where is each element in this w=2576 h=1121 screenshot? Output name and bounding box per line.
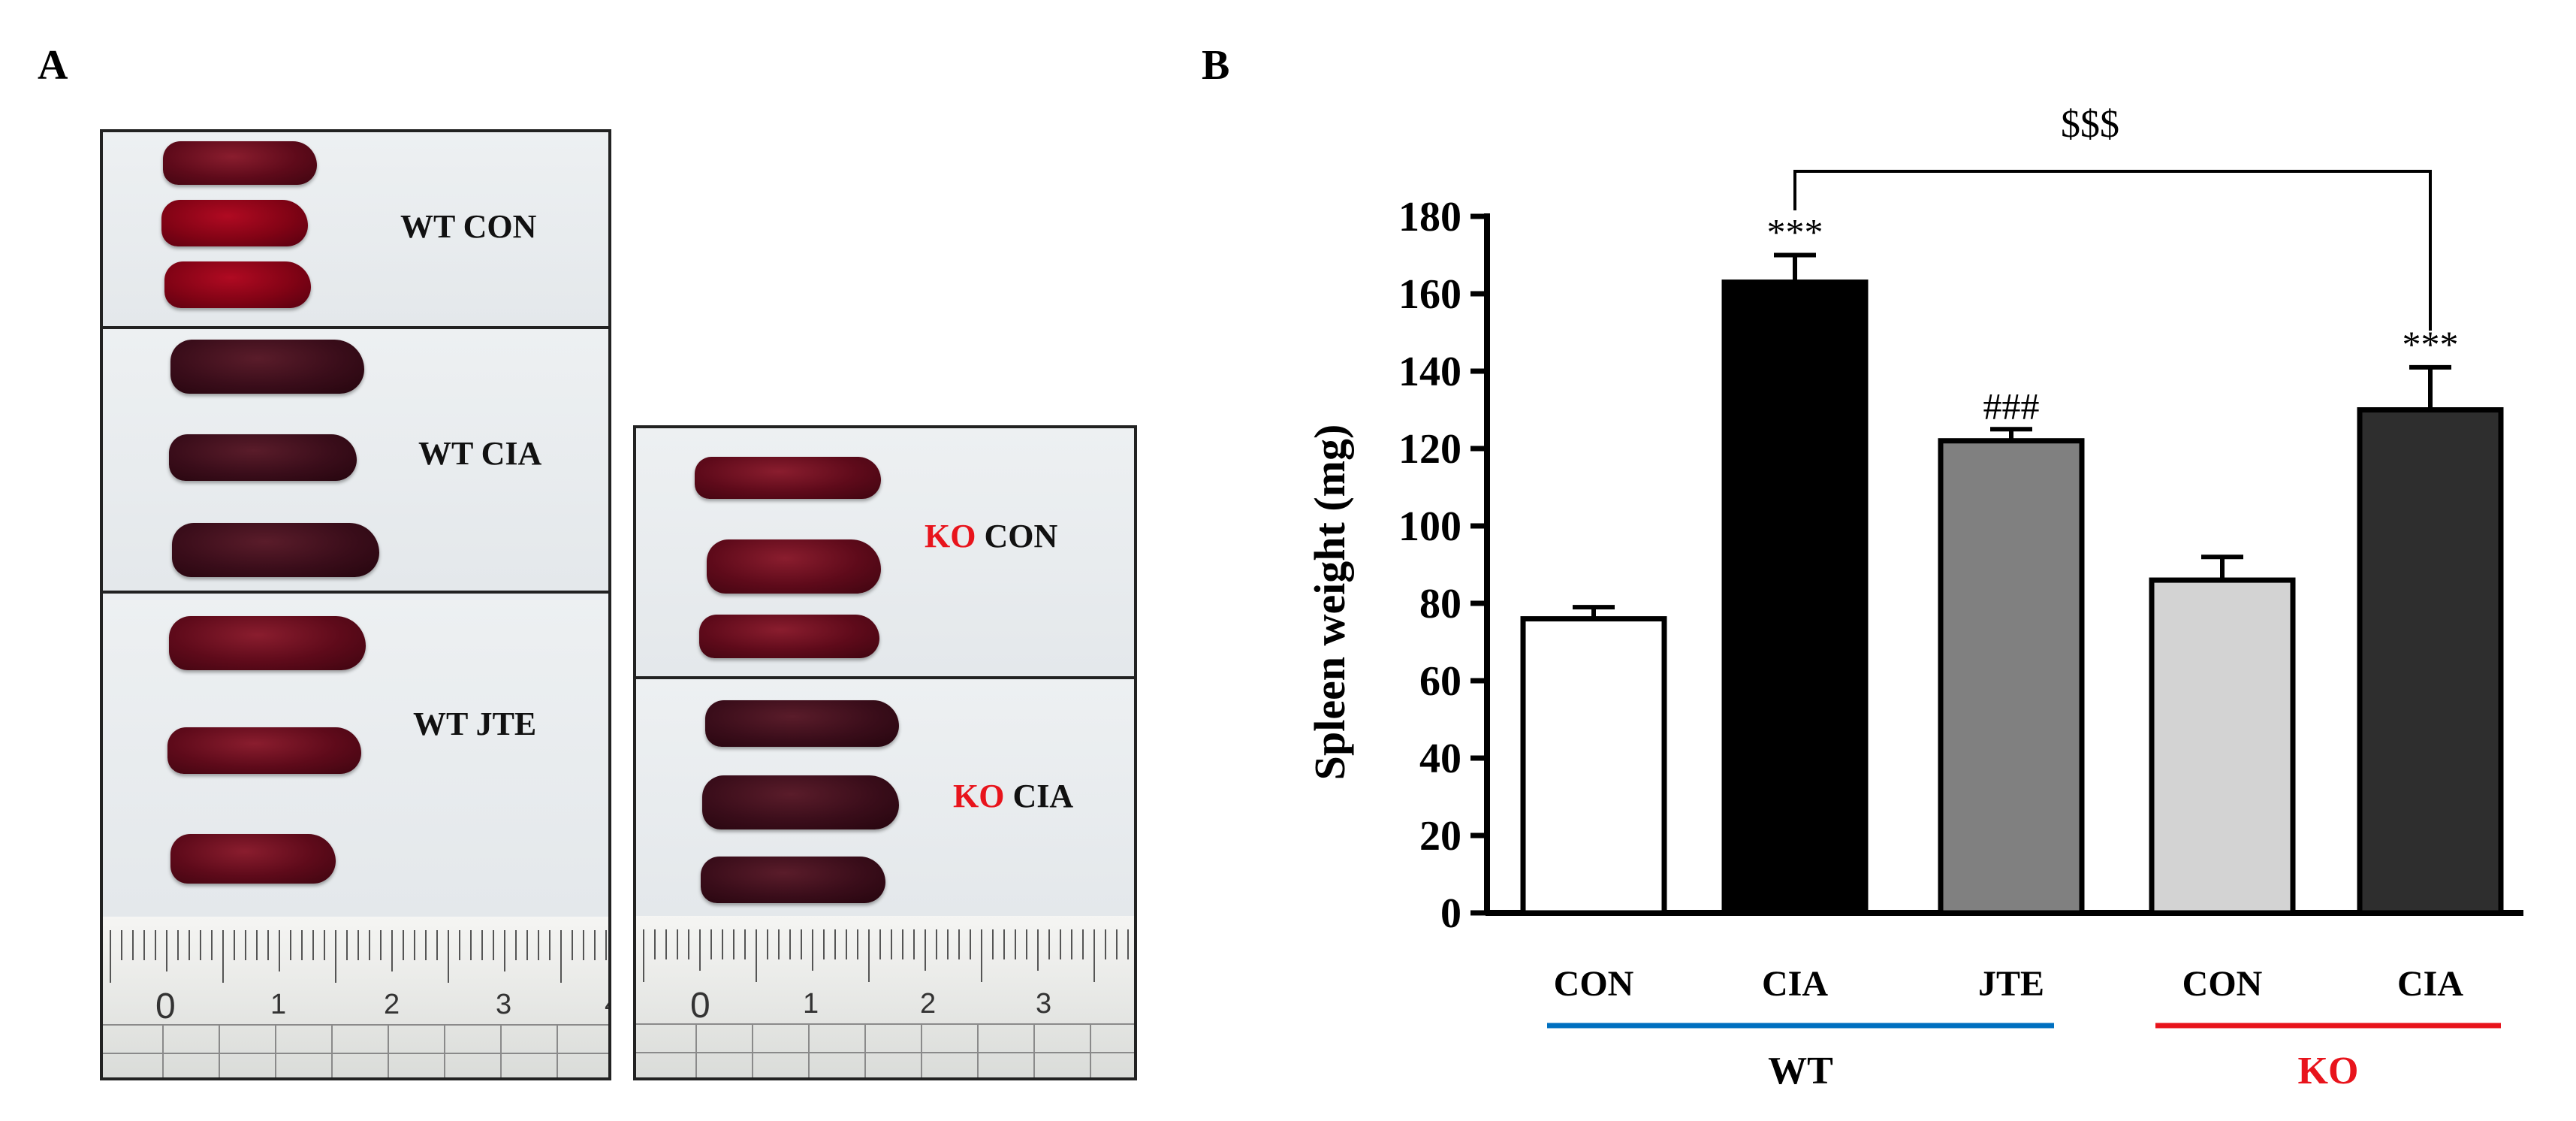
ko-spleen-photo: KO CON KO CIA 0 1 2 3 bbox=[633, 425, 1137, 1080]
y-tick-label: 0 bbox=[1440, 890, 1461, 937]
spleen-sample bbox=[705, 700, 899, 747]
ruler-right-grid bbox=[636, 1023, 1134, 1077]
group-label-wt: WT bbox=[1768, 1050, 1833, 1092]
y-tick-label: 60 bbox=[1419, 658, 1461, 705]
y-tick-label: 120 bbox=[1398, 426, 1461, 473]
ruler-right: 0 1 2 3 bbox=[636, 916, 1134, 1077]
y-axis-title: Spleen weight (mg) bbox=[1305, 425, 1354, 781]
ruler-mark: 3 bbox=[1036, 988, 1052, 1020]
ruler-left-ticks bbox=[110, 930, 607, 983]
ruler-mark: 3 bbox=[496, 989, 512, 1020]
ko-cia-row: KO CIA bbox=[636, 679, 1134, 916]
spleen-sample bbox=[170, 340, 364, 394]
wt-con-row: WT CON bbox=[103, 132, 608, 329]
x-category-label: CIA bbox=[2397, 964, 2463, 1004]
spleen-sample bbox=[161, 200, 308, 246]
bar-jte bbox=[1938, 438, 2085, 916]
wt-spleen-photo: WT CON WT CIA WT JTE 0 1 2 3 4 bbox=[100, 129, 611, 1080]
significance-label: ### bbox=[1983, 385, 2040, 427]
bar-cia bbox=[1721, 279, 1869, 916]
spleen-sample bbox=[164, 261, 311, 308]
wt-jte-label: WT JTE bbox=[413, 706, 537, 742]
wt-cia-row: WT CIA bbox=[103, 329, 608, 594]
spleen-sample bbox=[707, 539, 881, 594]
y-tick-label: 40 bbox=[1419, 736, 1461, 782]
spleen-sample bbox=[170, 834, 336, 884]
x-category-label: CON bbox=[2182, 964, 2263, 1004]
spleen-sample bbox=[695, 457, 881, 499]
spleen-sample bbox=[172, 523, 379, 577]
spleen-sample bbox=[169, 616, 366, 670]
spleen-sample bbox=[169, 434, 357, 481]
significance-label: *** bbox=[1767, 211, 1823, 253]
y-tick-label: 20 bbox=[1419, 813, 1461, 860]
comparison-bracket bbox=[1793, 170, 2432, 331]
bar-con bbox=[2149, 577, 2296, 916]
wt-cia-label: WT CIA bbox=[418, 435, 542, 472]
ko-con-label: KO CON bbox=[925, 518, 1058, 554]
x-category-label: CIA bbox=[1762, 964, 1828, 1004]
ruler-left-grid bbox=[103, 1024, 608, 1077]
spleen-sample bbox=[699, 615, 879, 658]
group-label-ko: KO bbox=[2298, 1050, 2359, 1092]
spleen-sample bbox=[702, 775, 899, 829]
spleen-sample bbox=[163, 141, 317, 185]
bar-con bbox=[1520, 616, 1667, 916]
ko-con-row: KO CON bbox=[636, 428, 1134, 679]
wt-con-label: WT CON bbox=[400, 208, 537, 245]
ruler-mark: 1 bbox=[270, 989, 287, 1020]
ruler-mark: 0 bbox=[155, 987, 176, 1026]
bar-cia bbox=[2357, 407, 2504, 916]
ruler-right-ticks bbox=[643, 929, 1129, 982]
bracket-significance-label: $$$ bbox=[2061, 103, 2119, 146]
wt-jte-row: WT JTE bbox=[103, 594, 608, 917]
y-tick-label: 180 bbox=[1398, 194, 1461, 240]
spleen-sample bbox=[701, 857, 885, 903]
ruler-mark: 0 bbox=[690, 986, 710, 1026]
y-tick-label: 160 bbox=[1398, 271, 1461, 318]
panel-a-label: A bbox=[38, 42, 68, 89]
spleen-weight-chart: 0 20 40 60 80 100 120 140 160 180 Spleen weight (m… bbox=[1305, 103, 2523, 1092]
ruler-mark: 1 bbox=[803, 988, 819, 1020]
x-category-label: CON bbox=[1554, 964, 1634, 1004]
panel-b-label: B bbox=[1202, 42, 1230, 89]
x-category-label: JTE bbox=[1978, 964, 2044, 1004]
y-tick-label: 140 bbox=[1398, 349, 1461, 395]
ruler-left: 0 1 2 3 4 bbox=[103, 917, 608, 1077]
ruler-mark: 2 bbox=[920, 988, 937, 1020]
ruler-mark: 2 bbox=[384, 989, 400, 1020]
y-tick-label: 100 bbox=[1398, 503, 1461, 550]
ko-cia-label: KO CIA bbox=[953, 778, 1074, 814]
y-tick-label: 80 bbox=[1419, 581, 1461, 627]
ruler-mark: 4 bbox=[605, 989, 608, 1021]
spleen-sample bbox=[167, 727, 361, 774]
